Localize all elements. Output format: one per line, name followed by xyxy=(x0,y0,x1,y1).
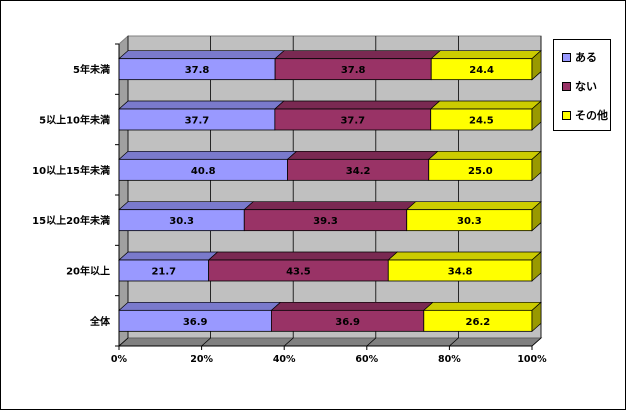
category-label: 20年以上 xyxy=(66,265,110,278)
data-label: 34.8 xyxy=(448,267,473,278)
floor-gridline xyxy=(118,337,129,347)
legend: ある ない その他 xyxy=(553,39,611,131)
floor-gridline xyxy=(201,337,211,347)
legend-label-aru: ある xyxy=(575,51,597,64)
bar-top xyxy=(270,301,434,311)
category-label: 5年未満 xyxy=(73,63,110,76)
data-label: 24.5 xyxy=(469,116,494,127)
data-label: 36.9 xyxy=(335,317,360,328)
data-label: 34.2 xyxy=(346,166,371,177)
data-label: 26.2 xyxy=(466,317,491,328)
bar-top xyxy=(430,50,542,60)
legend-item-nai: ない xyxy=(562,79,597,93)
legend-swatch-sonota xyxy=(562,110,571,120)
bar-top xyxy=(118,251,219,261)
data-label: 37.8 xyxy=(341,65,366,76)
bar-top xyxy=(118,150,298,160)
bar-top xyxy=(207,251,399,261)
bar-top xyxy=(422,301,542,311)
data-label: 30.3 xyxy=(457,216,482,227)
bar-top xyxy=(118,301,282,311)
bar-top xyxy=(273,100,441,110)
bar-end xyxy=(531,251,542,282)
x-tick-label: 60% xyxy=(355,354,378,365)
x-tick-label: 20% xyxy=(190,354,213,365)
data-label: 37.8 xyxy=(185,65,210,76)
bar-top xyxy=(387,251,542,261)
back-wall xyxy=(127,35,542,339)
data-label: 39.3 xyxy=(313,216,338,227)
x-tick-label: 0% xyxy=(111,354,128,365)
bar-top xyxy=(118,201,255,211)
bar-end xyxy=(531,150,542,182)
data-label: 37.7 xyxy=(185,116,210,127)
legend-label-sonota: その他 xyxy=(575,109,608,122)
floor xyxy=(117,337,543,347)
data-label: 43.5 xyxy=(286,267,311,278)
bar-top xyxy=(118,50,286,60)
category-label: 全体 xyxy=(89,315,111,328)
x-tick-label: 100% xyxy=(517,354,547,365)
category-label: 15以上20年未満 xyxy=(32,214,110,227)
bar-end xyxy=(531,49,542,81)
data-label: 36.9 xyxy=(183,317,208,328)
bar-top xyxy=(405,201,542,211)
legend-swatch-nai xyxy=(562,81,571,91)
legend-label-nai: ない xyxy=(575,80,597,93)
category-label: 10以上15年未満 xyxy=(32,164,110,177)
x-tick-label: 40% xyxy=(273,354,296,365)
bar-top xyxy=(429,100,542,110)
data-label: 30.3 xyxy=(169,216,194,227)
legend-item-aru: ある xyxy=(562,50,597,64)
side-wall xyxy=(118,34,129,348)
floor-gridline xyxy=(531,337,542,347)
x-tick-label: 80% xyxy=(438,354,461,365)
bar-end xyxy=(531,200,542,232)
bar-top xyxy=(243,201,417,211)
legend-swatch-aru xyxy=(562,52,571,62)
bar-top xyxy=(427,150,542,160)
bar-end xyxy=(531,100,542,131)
data-label: 24.4 xyxy=(469,65,494,76)
data-label: 25.0 xyxy=(468,166,493,177)
floor-gridline xyxy=(366,337,377,347)
data-label: 21.7 xyxy=(151,267,176,278)
bar-end xyxy=(531,301,542,333)
bar-top xyxy=(274,50,442,60)
data-label: 40.8 xyxy=(191,166,216,177)
bar-top xyxy=(286,150,439,160)
data-label: 37.7 xyxy=(340,116,365,127)
legend-item-sonota: その他 xyxy=(562,108,608,122)
floor-gridline xyxy=(283,337,294,347)
floor-gridline xyxy=(449,337,459,347)
bar-top xyxy=(118,100,285,110)
category-label: 5以上10年未満 xyxy=(39,114,110,127)
